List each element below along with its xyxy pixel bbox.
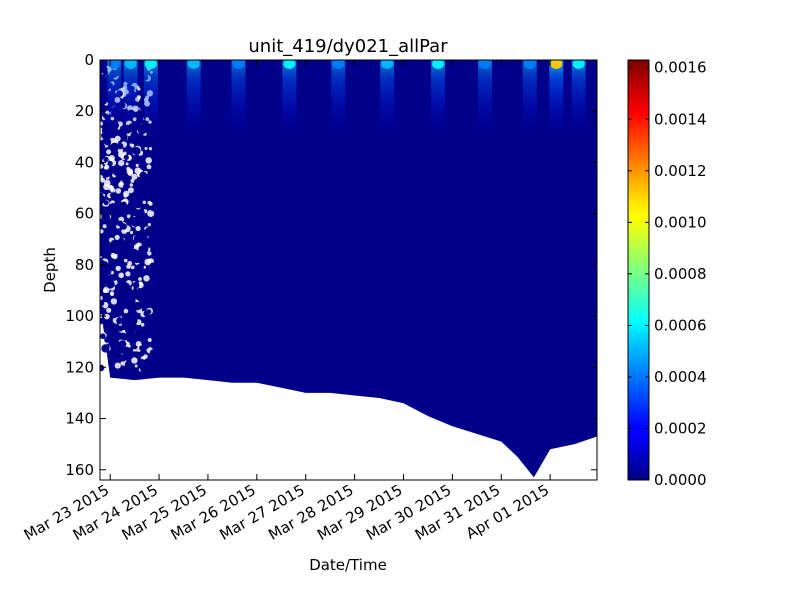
y-tick-label: 100	[65, 307, 94, 325]
colorbar-tick-label: 0.0016	[654, 59, 707, 77]
surface-blooms	[107, 60, 586, 132]
colorbar-tick-label: 0.0000	[654, 471, 707, 489]
y-tick-label: 80	[75, 256, 94, 274]
y-tick-label: 20	[75, 102, 94, 120]
colorbar-ticks: 0.0000 0.0002 0.0004 0.0006 0.0008 0.0010 0.00…	[628, 59, 707, 489]
data-points-region	[100, 60, 597, 478]
colorbar: 0.0000 0.0002 0.0004 0.0006 0.0008 0.0010 0.00…	[627, 59, 707, 489]
colorbar-tick-label: 0.0012	[654, 162, 707, 180]
plot-frame	[99, 59, 598, 481]
colorbar-gradient	[628, 60, 649, 480]
colorbar-tick-label: 0.0002	[654, 419, 707, 437]
y-tick-label: 160	[65, 461, 94, 479]
y-tick-label: 60	[75, 205, 94, 223]
colorbar-tick-label: 0.0010	[654, 213, 707, 231]
y-tick-label: 140	[65, 410, 94, 428]
plot-area	[100, 60, 597, 478]
x-axis-label: Date/Time	[309, 556, 387, 574]
y-tick-label: 40	[75, 153, 94, 171]
y-tick-label: 0	[84, 51, 94, 69]
colorbar-tick-label: 0.0014	[654, 110, 707, 128]
y-tick-label: 120	[65, 358, 94, 376]
colorbar-frame	[627, 59, 650, 481]
y-axis-label: Depth	[41, 247, 59, 293]
colorbar-tick-label: 0.0008	[654, 265, 707, 283]
chart-title: unit_419/dy021_allPar	[248, 36, 448, 57]
colorbar-tick-label: 0.0006	[654, 316, 707, 334]
colorbar-tick-label: 0.0004	[654, 368, 707, 386]
y-axis: 0 20 40 60 80 100 120 140 160	[65, 51, 597, 479]
